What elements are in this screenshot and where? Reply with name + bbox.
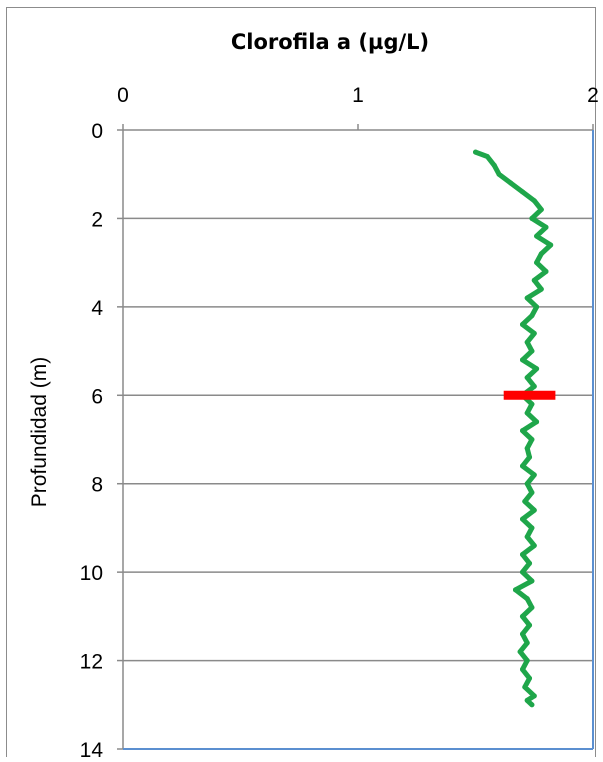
x-tick-label: 2 (587, 84, 599, 107)
data-point (473, 149, 478, 155)
data-point (520, 322, 525, 328)
data-point (531, 330, 537, 336)
data-point (524, 295, 530, 301)
data-point (531, 383, 537, 389)
data-point (520, 631, 525, 637)
y-axis-label: Profundidad (m) (28, 357, 51, 508)
data-point (512, 587, 518, 593)
y-tick-label: 10 (80, 562, 103, 585)
data-point (529, 437, 535, 442)
data-point (491, 162, 497, 168)
data-point (538, 286, 544, 292)
data-point (524, 410, 530, 416)
data-point (524, 658, 530, 664)
data-point (529, 525, 535, 531)
series-layer (473, 149, 554, 708)
axes (117, 124, 594, 750)
data-point (520, 551, 525, 557)
data-point (548, 242, 554, 248)
data-point (520, 516, 525, 522)
data-point (531, 507, 537, 513)
y-tick-label: 6 (91, 385, 103, 408)
data-point (527, 560, 533, 566)
data-point (520, 569, 525, 575)
data-point (524, 697, 530, 703)
data-point (529, 401, 535, 407)
data-point (529, 702, 535, 708)
data-point (534, 419, 540, 425)
data-point (543, 224, 549, 230)
data-point (520, 189, 525, 195)
chart-frame (6, 7, 596, 757)
data-point (517, 649, 523, 655)
data-point (527, 675, 533, 681)
data-point (538, 207, 544, 213)
data-point (527, 622, 533, 628)
gridlines (123, 217, 593, 662)
data-point (524, 445, 530, 451)
data-point (508, 180, 514, 186)
data-point (524, 534, 530, 540)
data-point (531, 472, 537, 478)
data-point (524, 375, 530, 381)
data-point (527, 454, 533, 460)
data-point (529, 490, 535, 496)
data-point (529, 313, 535, 319)
data-point (531, 277, 537, 283)
data-point (534, 233, 540, 239)
y-tick-label: 14 (80, 739, 104, 762)
x-tick-label: 0 (117, 84, 129, 107)
data-point (531, 543, 537, 549)
data-point (534, 366, 540, 372)
data-point (524, 339, 530, 345)
data-point (529, 578, 535, 584)
y-tick-label: 0 (91, 120, 103, 143)
data-point (531, 198, 537, 204)
data-point (496, 171, 502, 177)
data-point (524, 640, 530, 646)
data-point (520, 357, 525, 363)
data-point (520, 666, 525, 672)
data-point (543, 268, 549, 274)
x-tick-labels: 0 1 2 (117, 84, 599, 107)
data-point (524, 596, 530, 602)
data-point (522, 498, 528, 504)
x-tick-label: 1 (352, 84, 364, 107)
data-point (529, 605, 535, 611)
chart-title: Clorofila a (µg/L) (231, 30, 429, 54)
data-point (524, 481, 530, 487)
data-point (520, 613, 525, 619)
y-tick-label: 8 (91, 474, 103, 497)
data-point (529, 215, 535, 221)
series-line-0 (473, 149, 554, 708)
y-tick-label: 12 (80, 651, 103, 674)
data-point (534, 304, 540, 310)
data-point (520, 428, 525, 434)
data-point (520, 463, 525, 469)
data-point (534, 260, 540, 266)
data-point (522, 684, 528, 690)
y-tick-label: 4 (91, 297, 103, 320)
data-point (484, 154, 490, 160)
data-point (531, 693, 537, 699)
y-tick-label: 2 (91, 208, 103, 231)
y-tick-labels: 0 2 4 6 8 10 12 14 (80, 120, 104, 762)
data-point (538, 251, 544, 257)
data-point (529, 348, 535, 354)
